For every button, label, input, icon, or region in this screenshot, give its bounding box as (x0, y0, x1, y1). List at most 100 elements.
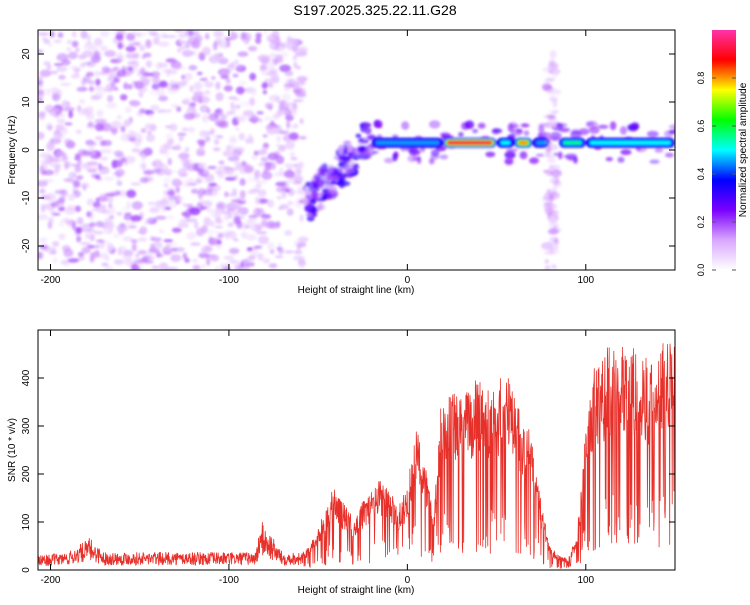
spectrogram-blob (213, 139, 220, 145)
spectrogram-blob (668, 129, 675, 134)
spectrogram-blob (60, 218, 72, 223)
spectrogram-blob (56, 118, 66, 124)
spectrogram-blob (261, 82, 268, 89)
spectrogram-blob (586, 120, 598, 129)
spectrogram-blob (44, 104, 55, 113)
spectrogram-blob (130, 68, 142, 72)
spectrogram-blob (239, 178, 246, 186)
spectrogram-blob (236, 116, 247, 123)
spectrogram-blob (550, 121, 557, 130)
spectrogram-blob (125, 45, 136, 53)
spectrogram-blob (113, 150, 124, 157)
spectrogram-blob (320, 163, 328, 173)
spectrogram-blob (549, 164, 561, 170)
spectrogram-blob (98, 253, 110, 259)
spectrogram-blob (136, 73, 148, 78)
spectrogram-blob (283, 87, 291, 92)
spectrogram-blob (124, 221, 137, 226)
spectrogram-blob (95, 197, 101, 203)
spectrogram-blob (146, 133, 156, 142)
spectrogram-blob (217, 110, 224, 117)
spectrogram-region-noise (38, 30, 309, 270)
spectrogram-blob (101, 122, 112, 132)
spectrogram-blob (217, 200, 225, 208)
spectrogram-blob (139, 45, 146, 52)
spectrogram-blob (38, 89, 45, 96)
spectrogram-blob (228, 96, 238, 100)
spectrogram-blob (88, 87, 95, 92)
spectrogram-blob (165, 243, 173, 247)
spectrogram-blob (184, 97, 191, 103)
spectrogram-blob (238, 80, 248, 86)
spectrogram-blob (128, 66, 133, 71)
spectrogram-blob (205, 245, 211, 251)
spectrogram-blob (192, 264, 201, 270)
spectrogram-blob (180, 30, 188, 37)
spectrogram-blob (46, 88, 51, 97)
spectrogram-blob (523, 130, 530, 136)
spectrogram-blob (56, 53, 69, 62)
spectrogram-blob (204, 135, 211, 143)
spectrogram-blob (261, 171, 273, 180)
spectrogram-blob (116, 55, 124, 63)
spectrogram-blob (77, 108, 90, 116)
spectrogram-blob (281, 93, 291, 102)
spectrogram-blob (274, 255, 284, 259)
spectrogram-blob (254, 196, 260, 205)
spectrogram-blob (220, 263, 225, 270)
spectrogram-blob (109, 210, 115, 216)
spectrogram-blob (184, 257, 190, 263)
spectrogram-blob (221, 210, 231, 216)
spectrogram-blob (203, 107, 208, 113)
spectrogram-blob (541, 83, 552, 91)
spectrogram-blob (189, 85, 194, 92)
spectrogram-blob (207, 165, 217, 170)
spectrogram-blob (230, 107, 237, 114)
spectrogram-blob (250, 88, 257, 97)
spectrogram-blob (181, 212, 192, 217)
spectrogram-blob (619, 126, 628, 135)
spectrogram-blob (142, 52, 152, 58)
spectrogram-blob (256, 209, 265, 217)
spectrogram-blob (86, 34, 92, 43)
spectrogram-blob (163, 239, 174, 243)
spectrogram-blob (485, 151, 496, 158)
spectrogram-blob (392, 134, 399, 138)
spectrogram-blob (284, 70, 294, 77)
spectrogram-blob (268, 263, 278, 269)
spectrogram-blob (549, 178, 555, 184)
spectrogram-blob (260, 156, 269, 162)
spectrogram-blob (99, 158, 108, 162)
spectrogram-blob (254, 177, 260, 182)
spectrogram-blob (165, 133, 174, 141)
spectrogram-blob (117, 226, 125, 236)
spectrogram-blob (546, 188, 551, 196)
spectrogram-blob (271, 127, 281, 135)
spectrogram-blob (167, 86, 179, 95)
spectrogram-blob (89, 222, 96, 228)
spectrogram-blob (284, 163, 294, 168)
spectrogram-blob (268, 68, 279, 73)
spectrogram-blob (85, 139, 95, 146)
spectrogram-blob (127, 60, 139, 64)
spectrogram-blob (126, 201, 131, 210)
spectrogram-blob (146, 251, 153, 260)
spectrogram-carrier-core (375, 140, 440, 145)
spectrogram-blob (264, 161, 273, 166)
spectrogram-blob (191, 258, 199, 263)
spectrogram-blob (225, 78, 231, 84)
spectrogram-blob (631, 122, 640, 130)
spectrogram-x-tick-label: -200 (40, 275, 60, 286)
spectrogram-blob (144, 123, 154, 130)
spectrogram-x-axis-label: Height of straight line (km) (298, 285, 415, 296)
spectrogram-blob (86, 161, 99, 166)
spectrogram-blob (110, 120, 122, 129)
spectrogram-y-tick-label: 10 (21, 96, 32, 108)
spectrogram-blob (175, 200, 181, 205)
spectrogram-blob (183, 72, 193, 81)
spectrogram-blob (96, 239, 105, 243)
spectrogram-blob (228, 167, 239, 171)
spectrogram-blob (287, 200, 294, 206)
spectrogram-blob (87, 228, 96, 233)
